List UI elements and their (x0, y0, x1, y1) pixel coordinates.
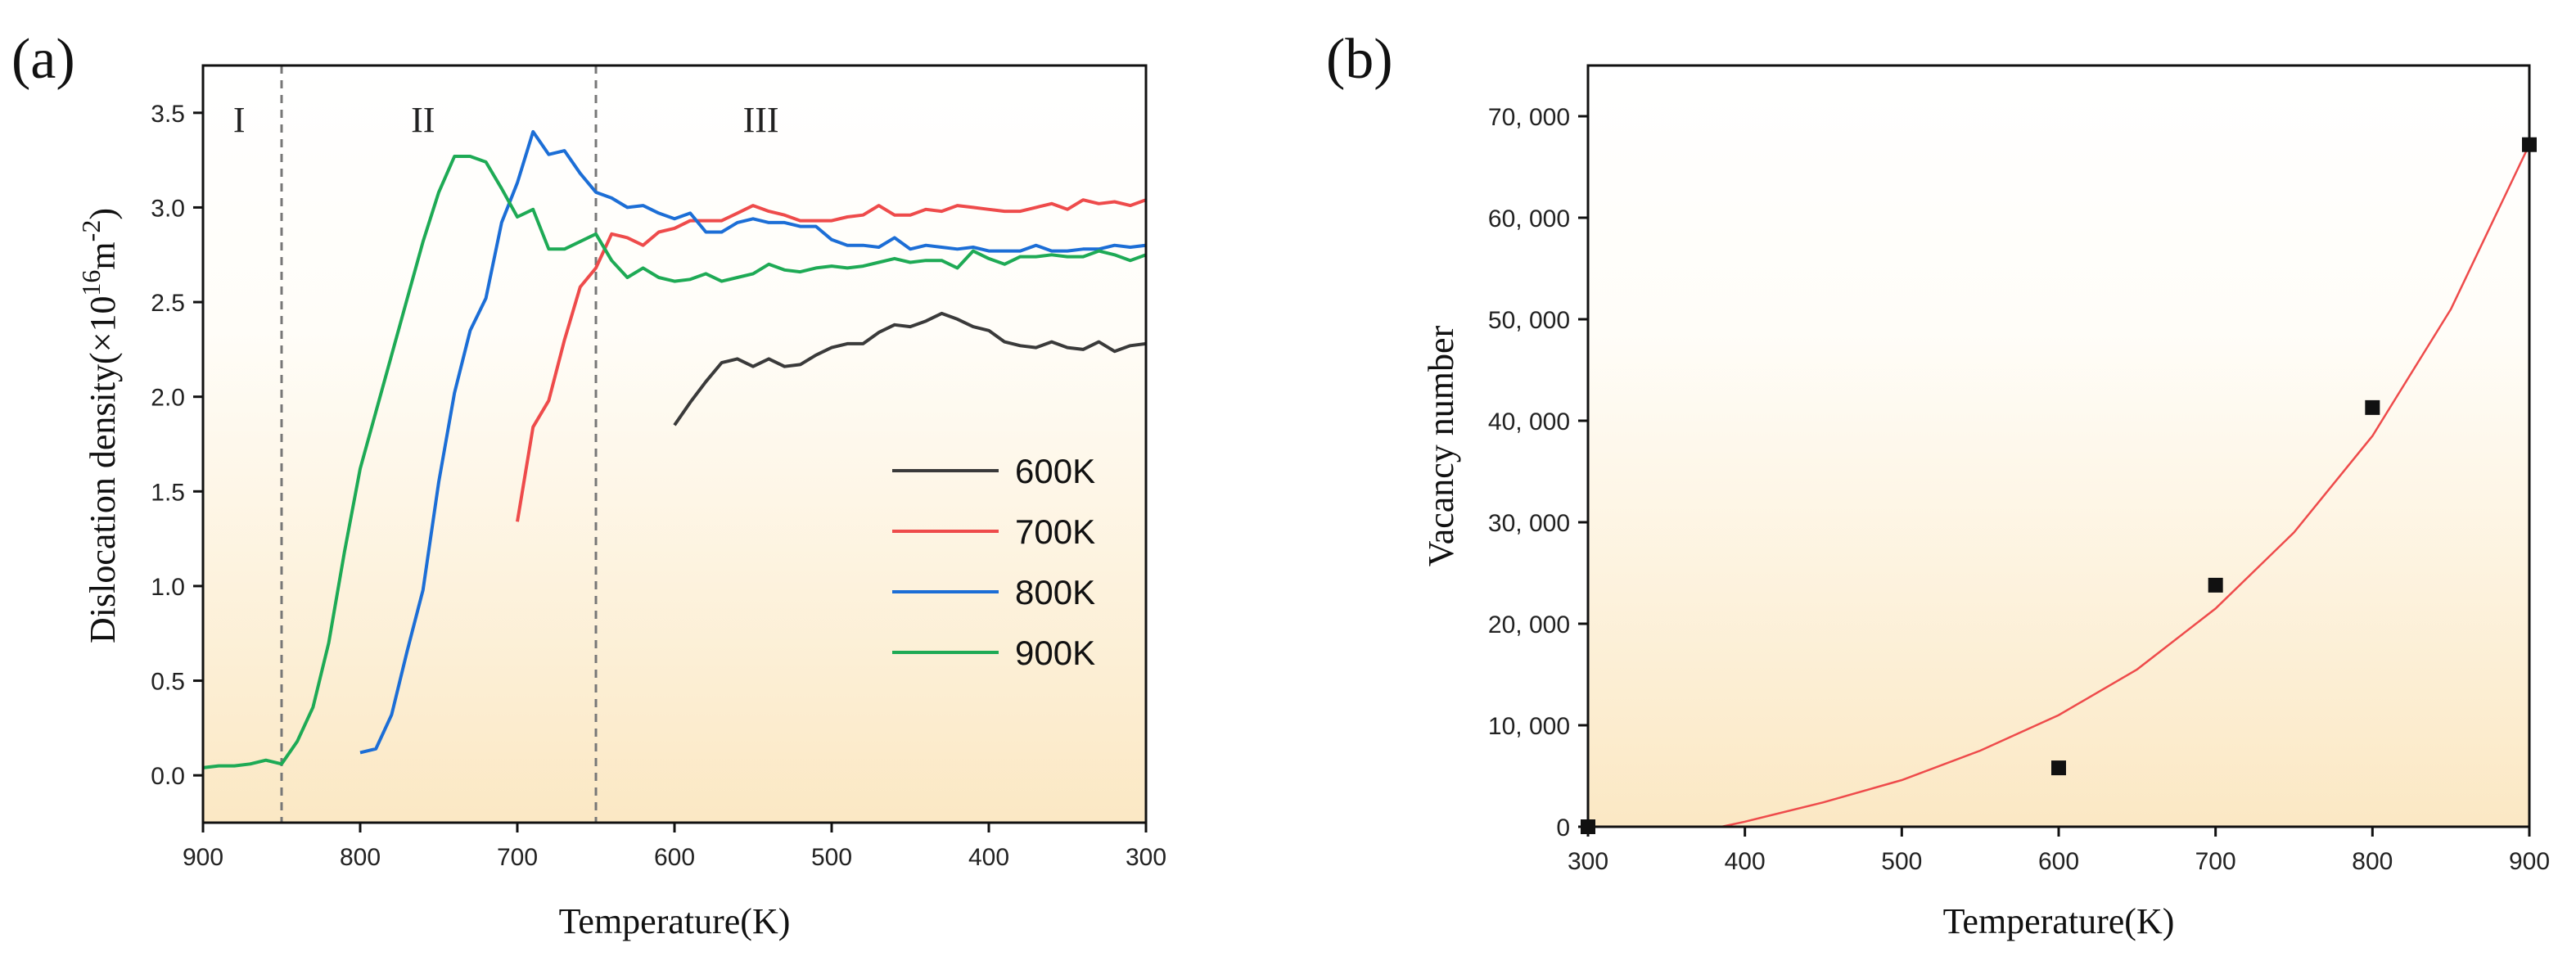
legend-label: 700K (1015, 512, 1095, 551)
x-tick-label: 800 (340, 844, 381, 871)
panel-label-b: (b) (1326, 28, 1393, 91)
y-axis-label: Dislocation density(×1016m-2) (76, 208, 123, 643)
fit-curve (1721, 144, 2531, 828)
y-axis-label-part: ) (83, 208, 123, 220)
y-tick-label: 50, 000 (1488, 307, 1570, 334)
y-axis-label: Vacancy number (1421, 325, 1461, 566)
x-tick-label: 400 (1725, 848, 1766, 875)
plot-background (1588, 65, 2529, 827)
y-tick-label: 2.0 (151, 385, 185, 412)
x-axis-label: Temperature(K) (559, 901, 791, 941)
y-tick-label: 1.0 (151, 574, 185, 601)
legend-label: 800K (1015, 573, 1095, 611)
y-tick-label: 20, 000 (1488, 611, 1570, 638)
y-tick-label: 3.0 (151, 195, 185, 222)
y-tick-label: 0.0 (151, 763, 185, 790)
data-point (2208, 577, 2223, 593)
x-tick-label: 800 (2352, 848, 2393, 875)
y-tick-label: 0 (1556, 814, 1570, 841)
data-point (2365, 399, 2380, 415)
x-tick-label: 700 (497, 844, 538, 871)
y-axis-label-part: -2 (76, 220, 106, 242)
panel-b: (b) 300 400 500 600 700 800 900 0 10, 000 20, 000 3… (1326, 28, 2550, 941)
y-tick-label: 3.5 (151, 101, 185, 128)
y-tick-label: 10, 000 (1488, 713, 1570, 740)
plot-background (203, 65, 1146, 823)
panel-label-a: (a) (11, 28, 75, 91)
series-line-700K (516, 198, 1147, 522)
x-tick-label: 500 (811, 844, 852, 871)
y-tick-label: 60, 000 (1488, 205, 1570, 232)
x-tick-label: 300 (1126, 844, 1166, 871)
x-tick-label: 300 (1568, 848, 1608, 875)
region-label: III (743, 100, 779, 140)
x-tick-label: 900 (2509, 848, 2550, 875)
region-label: II (411, 100, 435, 140)
y-tick-label: 1.5 (151, 479, 185, 506)
x-tick-label: 400 (968, 844, 1009, 871)
y-tick-label: 40, 000 (1488, 408, 1570, 435)
y-axis-label-part: m (83, 241, 123, 269)
y-axis-label-part: 16 (76, 270, 106, 296)
y-tick-label: 30, 000 (1488, 510, 1570, 537)
y-tick-label: 2.5 (151, 290, 185, 317)
legend-label: 900K (1015, 634, 1095, 672)
x-tick-label: 700 (2195, 848, 2236, 875)
y-tick-label: 70, 000 (1488, 104, 1570, 131)
x-tick-label: 900 (183, 844, 223, 871)
series-line-600K (673, 311, 1147, 426)
data-point (2051, 760, 2066, 776)
y-axis-label-part: Dislocation density(×10 (83, 296, 123, 643)
series-line-900K (202, 155, 1147, 769)
x-tick-label: 600 (654, 844, 695, 871)
series-line-800K (359, 129, 1147, 755)
region-label: I (233, 100, 246, 140)
x-tick-label: 500 (1881, 848, 1922, 875)
x-tick-label: 600 (2038, 848, 2079, 875)
y-tick-label: 0.5 (151, 669, 185, 696)
x-axis-label: Temperature(K) (1943, 901, 2175, 941)
legend-label: 600K (1015, 452, 1095, 490)
